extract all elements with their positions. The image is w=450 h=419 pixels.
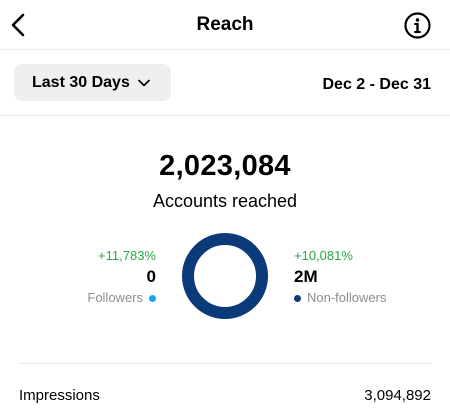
non-followers-legend: Non-followers (294, 290, 386, 306)
followers-change: +11,783% (98, 248, 156, 263)
followers-stat: +11,783% 0 Followers (87, 248, 156, 306)
chevron-left-icon (11, 13, 25, 37)
followers-legend: Followers (87, 290, 156, 306)
followers-legend-dot (149, 294, 156, 302)
header: Reach (0, 0, 450, 50)
impressions-value: 3,094,892 (364, 387, 431, 404)
followers-count: 0 (146, 267, 156, 286)
followers-legend-label: Followers (87, 290, 143, 305)
date-range-text: Dec 2 - Dec 31 (322, 76, 431, 93)
info-button[interactable] (404, 12, 431, 39)
range-dropdown-label: Last 30 Days (32, 73, 130, 91)
accounts-reached-label: Accounts reached (152, 191, 298, 211)
date-range-row: Last 30 Days Dec 2 - Dec 31 (0, 50, 450, 116)
divider (18, 363, 432, 364)
info-icon (404, 12, 431, 39)
non-followers-legend-dot (294, 294, 301, 302)
non-followers-stat: +10,081% 2M Non-followers (294, 248, 386, 306)
non-followers-change: +10,081% (294, 248, 353, 263)
non-followers-legend-label: Non-followers (307, 290, 387, 305)
back-button[interactable] (8, 11, 30, 39)
range-dropdown[interactable]: Last 30 Days (14, 64, 171, 101)
accounts-reached-value: 2,023,084 (159, 150, 291, 182)
impressions-label: Impressions (19, 387, 100, 404)
non-followers-ring (182, 233, 268, 319)
non-followers-count: 2M (294, 267, 318, 286)
chevron-down-icon (138, 79, 150, 86)
page-title: Reach (196, 14, 254, 35)
reach-donut-chart (182, 233, 268, 319)
